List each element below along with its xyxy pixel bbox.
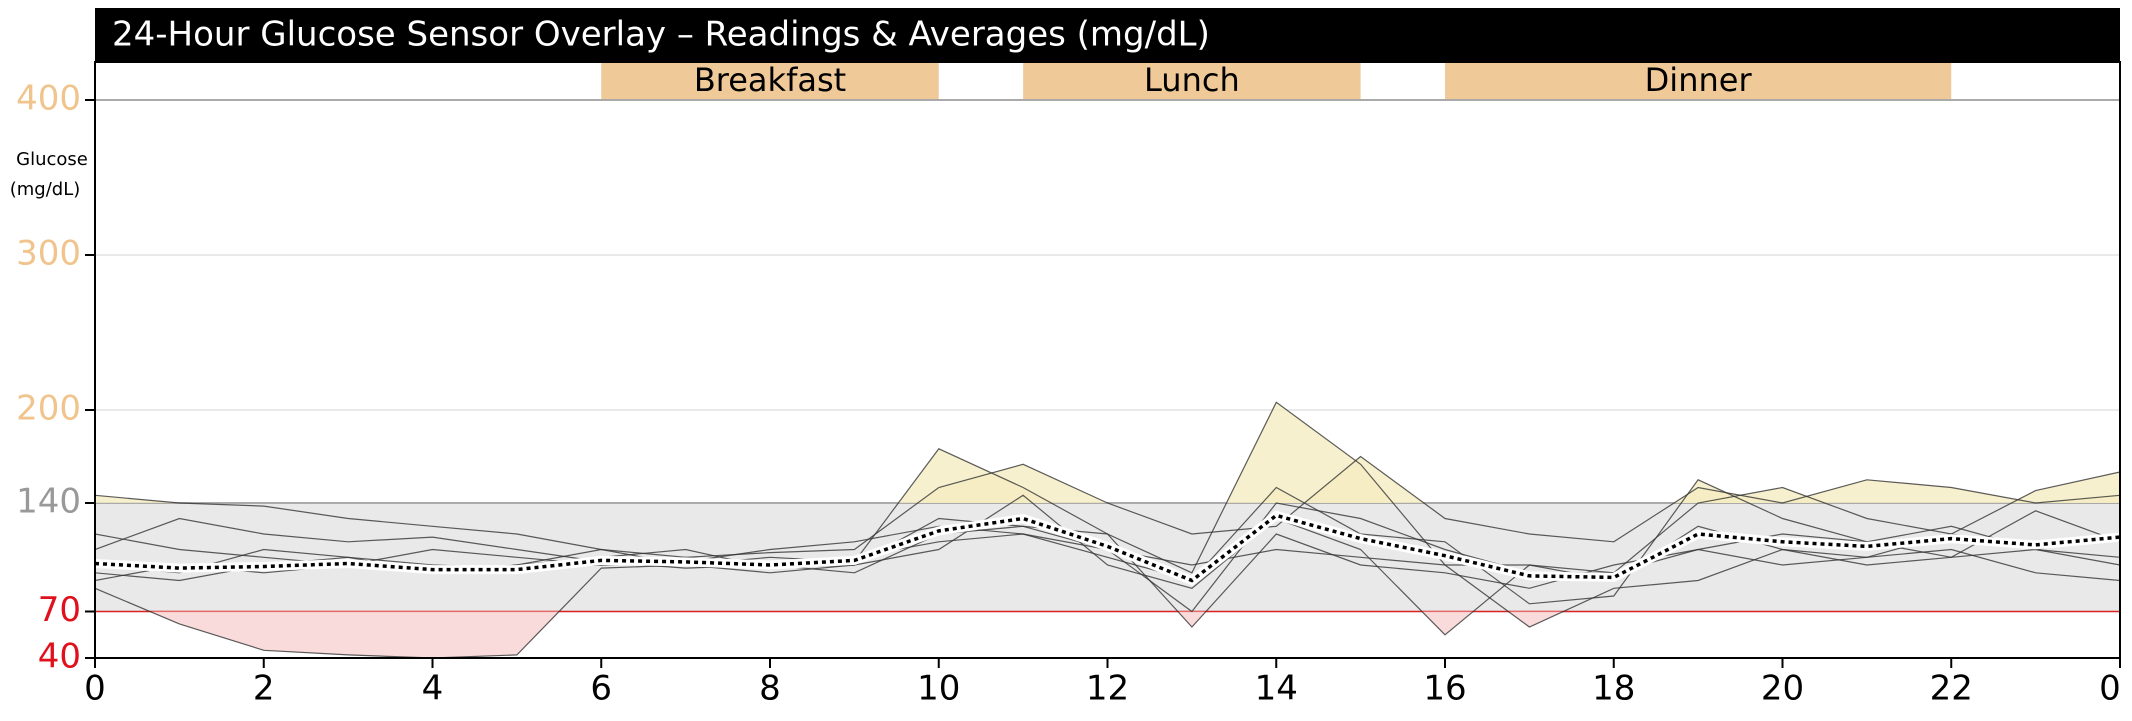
low-area xyxy=(95,611,2120,658)
x-tick-label: 22 xyxy=(1930,669,1973,709)
x-tick-label: 8 xyxy=(759,669,781,709)
x-tick-label: 10 xyxy=(917,669,960,709)
y-axis-label: Glucose xyxy=(16,149,88,170)
high-areas xyxy=(95,402,2120,503)
x-tick-label: 16 xyxy=(1423,669,1466,709)
meal-label: Lunch xyxy=(1144,61,1240,99)
meal-label: Breakfast xyxy=(694,61,846,99)
x-tick-label: 18 xyxy=(1592,669,1635,709)
reading-line xyxy=(95,455,2120,558)
high-area xyxy=(95,479,2120,503)
y-axis-label: (mg/dL) xyxy=(10,179,81,200)
y-tick-label: 70 xyxy=(38,590,81,630)
x-tick-label: 2 xyxy=(253,669,275,709)
title-bar xyxy=(95,8,2120,62)
x-tick-label: 4 xyxy=(422,669,444,709)
x-tick-label: 20 xyxy=(1761,669,1804,709)
x-tick-label: 14 xyxy=(1255,669,1298,709)
y-tick-label: 200 xyxy=(16,389,81,429)
y-tick-label: 140 xyxy=(16,482,81,522)
x-tick-label: 6 xyxy=(590,669,612,709)
meal-band xyxy=(1445,63,1952,99)
meal-band xyxy=(1023,63,1361,99)
reading-line xyxy=(95,479,2120,605)
x-tick-label: 0 xyxy=(84,669,106,709)
x-tick-label: 0 xyxy=(2099,669,2121,709)
y-tick-label: 300 xyxy=(16,234,81,274)
low-areas xyxy=(95,611,2120,658)
y-tick-label: 400 xyxy=(16,79,81,119)
y-tick-label: 40 xyxy=(38,637,81,677)
x-tick-label: 12 xyxy=(1086,669,1129,709)
meal-label: Dinner xyxy=(1645,61,1753,99)
average-line xyxy=(94,513,2121,583)
chart-title: 24-Hour Glucose Sensor Overlay – Reading… xyxy=(112,15,1210,55)
high-area xyxy=(95,456,2120,503)
meal-band xyxy=(601,63,939,99)
